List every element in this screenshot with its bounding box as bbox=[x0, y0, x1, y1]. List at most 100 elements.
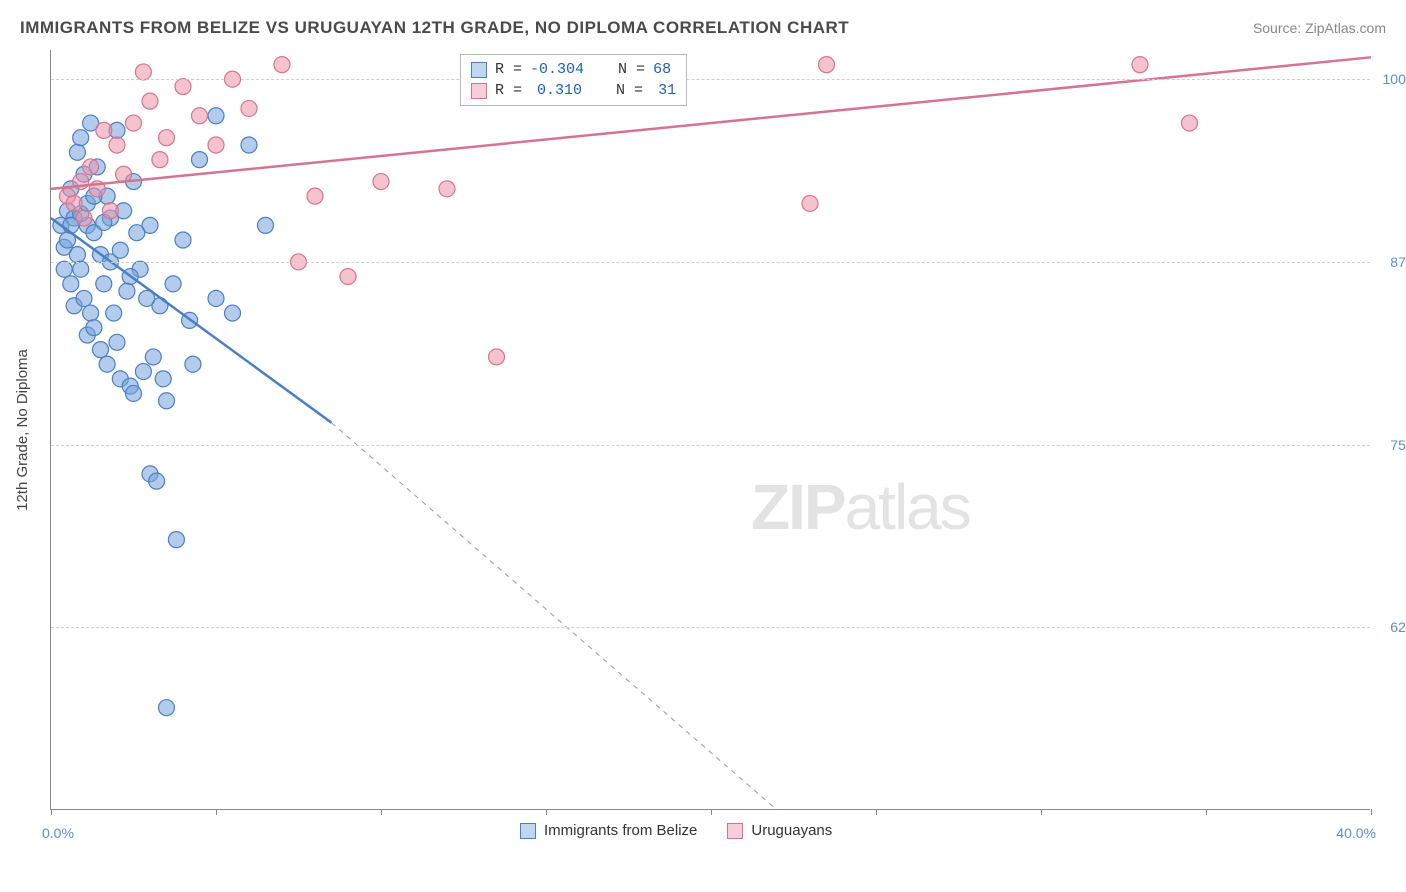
source-attribution: Source: ZipAtlas.com bbox=[1253, 20, 1386, 36]
data-point bbox=[149, 473, 165, 489]
n-label: N = bbox=[618, 61, 645, 78]
data-point bbox=[1182, 115, 1198, 131]
gridline bbox=[51, 79, 1370, 80]
n-value-2: 31 bbox=[651, 82, 676, 99]
r-value-1: -0.304 bbox=[530, 61, 584, 78]
data-point bbox=[489, 349, 505, 365]
trend-line-extrapolated bbox=[332, 423, 778, 810]
chart-plot-area: ZIPatlas 62.5%75.0%87.5%100.0% bbox=[50, 50, 1370, 810]
data-point bbox=[76, 210, 92, 226]
data-point bbox=[96, 122, 112, 138]
data-point bbox=[192, 108, 208, 124]
data-point bbox=[109, 137, 125, 153]
legend-swatch-blue bbox=[520, 823, 536, 839]
data-point bbox=[69, 144, 85, 160]
swatch-pink bbox=[471, 83, 487, 99]
data-point bbox=[241, 100, 257, 116]
x-tick bbox=[1041, 809, 1042, 815]
data-point bbox=[439, 181, 455, 197]
legend: Immigrants from Belize Uruguayans bbox=[520, 822, 832, 839]
chart-header: IMMIGRANTS FROM BELIZE VS URUGUAYAN 12TH… bbox=[20, 18, 1386, 38]
r-value-2: 0.310 bbox=[530, 82, 582, 99]
data-point bbox=[192, 152, 208, 168]
data-point bbox=[76, 290, 92, 306]
swatch-blue bbox=[471, 62, 487, 78]
data-point bbox=[819, 57, 835, 73]
data-point bbox=[155, 371, 171, 387]
x-tick bbox=[711, 809, 712, 815]
gridline bbox=[51, 627, 1370, 628]
data-point bbox=[135, 364, 151, 380]
legend-label-2: Uruguayans bbox=[751, 822, 832, 839]
data-point bbox=[258, 217, 274, 233]
data-point bbox=[83, 159, 99, 175]
data-point bbox=[106, 305, 122, 321]
stats-row-uruguay: R = 0.310 N = 31 bbox=[471, 80, 676, 101]
data-point bbox=[802, 195, 818, 211]
x-tick bbox=[216, 809, 217, 815]
data-point bbox=[1132, 57, 1148, 73]
x-axis-end-label: 40.0% bbox=[1336, 825, 1376, 841]
data-point bbox=[159, 700, 175, 716]
data-point bbox=[73, 261, 89, 277]
data-point bbox=[109, 334, 125, 350]
data-point bbox=[126, 115, 142, 131]
data-point bbox=[83, 305, 99, 321]
data-point bbox=[126, 385, 142, 401]
stats-row-belize: R = -0.304 N = 68 bbox=[471, 59, 676, 80]
data-point bbox=[96, 276, 112, 292]
x-tick bbox=[51, 809, 52, 815]
data-point bbox=[145, 349, 161, 365]
legend-swatch-pink bbox=[727, 823, 743, 839]
source-link[interactable]: ZipAtlas.com bbox=[1305, 20, 1386, 36]
data-point bbox=[168, 532, 184, 548]
data-point bbox=[340, 269, 356, 285]
legend-item-belize: Immigrants from Belize bbox=[520, 822, 697, 839]
x-tick bbox=[876, 809, 877, 815]
y-tick-label: 62.5% bbox=[1390, 619, 1406, 635]
x-tick bbox=[546, 809, 547, 815]
data-point bbox=[112, 242, 128, 258]
x-tick bbox=[1206, 809, 1207, 815]
r-label-2: R = bbox=[495, 82, 522, 99]
data-point bbox=[159, 393, 175, 409]
y-axis-label: 12th Grade, No Diploma bbox=[14, 349, 31, 511]
x-tick bbox=[1371, 809, 1372, 815]
gridline bbox=[51, 445, 1370, 446]
data-point bbox=[208, 108, 224, 124]
gridline bbox=[51, 262, 1370, 263]
y-tick-label: 75.0% bbox=[1390, 437, 1406, 453]
data-point bbox=[241, 137, 257, 153]
plot-svg bbox=[51, 50, 1371, 810]
data-point bbox=[274, 57, 290, 73]
data-point bbox=[165, 276, 181, 292]
data-point bbox=[159, 130, 175, 146]
data-point bbox=[73, 130, 89, 146]
data-point bbox=[102, 203, 118, 219]
data-point bbox=[63, 276, 79, 292]
data-point bbox=[56, 261, 72, 277]
data-point bbox=[69, 247, 85, 263]
data-point bbox=[185, 356, 201, 372]
data-point bbox=[225, 305, 241, 321]
data-point bbox=[208, 137, 224, 153]
source-prefix: Source: bbox=[1253, 20, 1305, 36]
x-axis-start-label: 0.0% bbox=[42, 825, 74, 841]
data-point bbox=[66, 195, 82, 211]
n-value-1: 68 bbox=[653, 61, 671, 78]
y-tick-label: 100.0% bbox=[1383, 71, 1406, 87]
data-point bbox=[208, 290, 224, 306]
legend-item-uruguay: Uruguayans bbox=[727, 822, 832, 839]
data-point bbox=[152, 152, 168, 168]
n-label-2: N = bbox=[616, 82, 643, 99]
data-point bbox=[175, 79, 191, 95]
data-point bbox=[93, 342, 109, 358]
data-point bbox=[373, 174, 389, 190]
data-point bbox=[86, 320, 102, 336]
chart-title: IMMIGRANTS FROM BELIZE VS URUGUAYAN 12TH… bbox=[20, 18, 849, 38]
data-point bbox=[142, 93, 158, 109]
x-tick bbox=[381, 809, 382, 815]
data-point bbox=[135, 64, 151, 80]
y-tick-label: 87.5% bbox=[1390, 254, 1406, 270]
correlation-stats-box: R = -0.304 N = 68 R = 0.310 N = 31 bbox=[460, 54, 687, 106]
